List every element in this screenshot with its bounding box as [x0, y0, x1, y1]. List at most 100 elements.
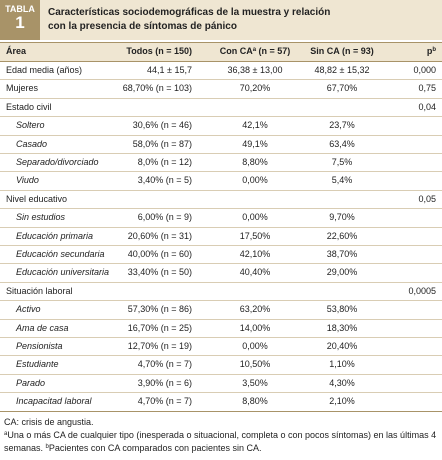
row-label: Casado	[16, 138, 48, 149]
cell: 0,00%	[242, 341, 268, 351]
cell: 63,20%	[239, 304, 271, 315]
table-tag: TABLA 1	[0, 0, 40, 40]
column-header: Sin CA (n = 93)	[310, 45, 373, 57]
footnote-text: Una o más CA de cualquier tipo (inespera…	[4, 430, 437, 453]
cell: 49,1%	[242, 138, 268, 149]
cell: 40,00% (n = 60)	[127, 249, 192, 259]
column-header: Área	[6, 45, 26, 57]
table-title: Características sociodemográficas de la …	[48, 7, 331, 32]
row-label: Edad media (años)	[6, 65, 83, 75]
cell: 2,10%	[329, 396, 355, 407]
cell: 44,1 ± 15,7	[147, 65, 192, 75]
column-header: Con CAa (n = 57)	[220, 45, 291, 57]
row-rule	[0, 281, 442, 283]
row-rule	[0, 373, 442, 375]
cell: 30,6% (n = 46)	[132, 120, 192, 131]
cell: 8,0% (n = 12)	[137, 157, 192, 167]
row-rule	[0, 355, 442, 357]
cell: 42,10%	[239, 249, 271, 259]
row-rule	[0, 189, 442, 191]
cell: 23,7%	[329, 120, 355, 131]
row-rule	[0, 153, 442, 154]
row-rule	[0, 410, 442, 412]
cell: 6,00% (n = 9)	[137, 212, 192, 223]
cell: 3,90% (n = 6)	[137, 377, 192, 388]
row-label: Educación primaria	[16, 230, 94, 241]
cell: 3,40% (n = 5)	[137, 175, 192, 186]
cell: 4,30%	[329, 377, 355, 388]
row-rule	[0, 300, 442, 302]
row-label: Educación secundaria	[16, 249, 105, 259]
footnote: bPacientes con CA comparados con pacient…	[46, 443, 262, 453]
row-rule	[0, 318, 442, 320]
header-text: Sin CA (n = 93)	[310, 46, 374, 56]
cell: 18,30%	[326, 322, 358, 333]
row-rule	[0, 97, 442, 99]
cell: 33,40% (n = 50)	[127, 267, 192, 278]
header-text: p	[426, 46, 433, 56]
tag-label: TABLA	[5, 4, 35, 14]
row-rule	[0, 226, 442, 228]
cell: 5,4%	[331, 175, 353, 186]
header-row	[0, 42, 442, 62]
row-rule	[0, 116, 442, 118]
footnote-text: CA: crisis de angustia.	[4, 417, 94, 427]
row-rule	[0, 134, 442, 136]
row-label: Incapacitad laboral	[16, 396, 92, 407]
cell: 17,50%	[239, 230, 271, 241]
row-rule	[0, 208, 442, 210]
footnote-text: Pacientes con CA comparados con paciente…	[48, 443, 262, 453]
cell: 53,80%	[326, 304, 358, 315]
cell: 7,5%	[331, 157, 353, 167]
row-label: Ama de casa	[16, 322, 69, 333]
cell: 40,40%	[239, 267, 271, 278]
header-text: Área	[6, 46, 27, 56]
cell: 12,70% (n = 19)	[127, 341, 192, 351]
cell: 0,00%	[242, 175, 268, 186]
cell: 10,50%	[239, 359, 271, 370]
cell: 8,80%	[242, 396, 268, 407]
footnote-mark: a	[4, 431, 8, 437]
cell: 42,1%	[242, 120, 268, 131]
header-text: Todos (n = 150)	[126, 46, 192, 56]
row-label: Separado/divorciado	[16, 157, 99, 167]
row-label: Parado	[16, 377, 46, 388]
cell: 0,00%	[242, 212, 268, 223]
row-label: Situación laboral	[6, 285, 73, 296]
row-label: Activo	[16, 304, 41, 315]
row-rule	[0, 392, 442, 394]
tag-number: 1	[15, 13, 25, 32]
row-rule	[0, 245, 442, 246]
cell: 4,70% (n = 7)	[137, 396, 192, 407]
footnote: aUna o más CA de cualquier tipo (inesper…	[4, 430, 436, 453]
footnote-mark: b	[45, 444, 49, 450]
cell: 22,60%	[326, 230, 358, 241]
cell: 63,4%	[329, 138, 355, 149]
row-label: Sin estudios	[16, 212, 66, 223]
row-label: Soltero	[16, 120, 45, 131]
row-label: Estado civil	[6, 101, 52, 112]
cell: 68,70% (n = 103)	[122, 83, 192, 94]
cell: 4,70% (n = 7)	[137, 359, 192, 370]
footnotes: CA: crisis de angustia. aUna o más CA de …	[4, 416, 438, 455]
row-label: Pensionista	[16, 341, 63, 351]
row-rule	[0, 337, 442, 338]
cell: 20,60% (n = 31)	[127, 230, 192, 241]
cell: 0,0005	[408, 285, 436, 296]
row-label: Mujeres	[6, 83, 39, 94]
row-label: Educación universitaria	[16, 267, 110, 278]
row-label: Estudiante	[16, 359, 59, 370]
column-header: pb	[427, 45, 436, 57]
cell: 57,30% (n = 86)	[127, 304, 192, 315]
header-rest: (n = 57)	[256, 46, 291, 56]
row-label: Viudo	[16, 175, 39, 186]
cell: 36,38 ± 13,00	[227, 65, 283, 75]
cell: 3,50%	[242, 377, 268, 388]
row-rule	[0, 263, 442, 265]
cell: 0,000	[413, 65, 436, 75]
cell: 29,00%	[326, 267, 358, 278]
footnote: CA: crisis de angustia.	[4, 417, 94, 427]
header-sup: a	[252, 47, 257, 53]
cell: 8,80%	[242, 157, 268, 167]
cell: 14,00%	[239, 322, 271, 333]
